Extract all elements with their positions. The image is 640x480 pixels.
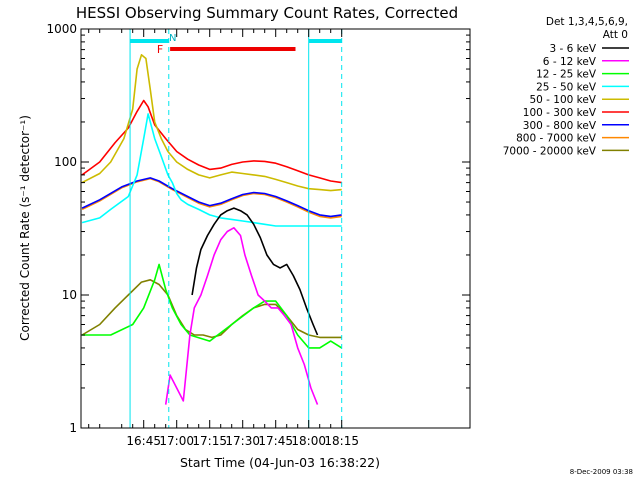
- series-line-100-300-kev: [81, 99, 342, 184]
- legend-label: 12 - 25 keV: [536, 69, 597, 81]
- x-tick-label: 16:45: [126, 434, 161, 448]
- x-axis-label: Start Time (04-Jun-03 16:38:22): [180, 455, 380, 470]
- legend-label: 800 - 7000 keV: [516, 133, 597, 145]
- series-line-3-6-kev: [191, 207, 319, 336]
- legend-label: 3 - 6 keV: [549, 43, 596, 55]
- legend-label: 7000 - 20000 keV: [503, 145, 597, 157]
- legend-label: 6 - 12 keV: [543, 56, 597, 68]
- y-tick-label: 100: [54, 155, 77, 169]
- x-tick-label: 17:00: [159, 434, 194, 448]
- y-axis-label: Corrected Count Rate (s⁻¹ detector⁻¹): [18, 115, 32, 341]
- footer-timestamp: 8-Dec-2009 03:38: [570, 468, 633, 476]
- y-tick-label: 10: [62, 288, 77, 302]
- y-tick-label: 1000: [46, 22, 77, 36]
- series-line-7000-20000-kev: [81, 278, 342, 339]
- annotation-layer: NF: [129, 29, 343, 428]
- x-tick-label: 17:30: [225, 434, 260, 448]
- x-tick-label: 18:15: [324, 434, 359, 448]
- plot-area: [81, 53, 343, 405]
- legend-label: 100 - 300 keV: [523, 107, 597, 119]
- legend-header-line1: Det 1,3,4,5,6,9,: [546, 16, 628, 28]
- chart-title: HESSI Observing Summary Count Rates, Cor…: [76, 4, 458, 22]
- legend-label: 300 - 800 keV: [523, 120, 597, 132]
- x-tick-label: 18:00: [291, 434, 326, 448]
- y-tick-label: 1: [69, 421, 77, 435]
- legend-label: 50 - 100 keV: [529, 94, 596, 106]
- series-line-50-100-kev: [81, 53, 342, 192]
- legend-label: 25 - 50 keV: [536, 81, 597, 93]
- series-line-12-25-kev: [82, 263, 343, 349]
- marker-label: N: [169, 33, 176, 44]
- y-axis: 1 10 100 1000: [46, 22, 470, 435]
- legend-header-line2: Att 0: [603, 29, 628, 41]
- series-line-300-800-kev: [81, 177, 342, 218]
- series-line-25-50-kev: [81, 113, 342, 227]
- flare-label: F: [157, 43, 163, 56]
- x-tick-label: 17:45: [258, 434, 293, 448]
- x-tick-label: 17:15: [192, 434, 227, 448]
- series-line-6-12-kev: [164, 227, 319, 405]
